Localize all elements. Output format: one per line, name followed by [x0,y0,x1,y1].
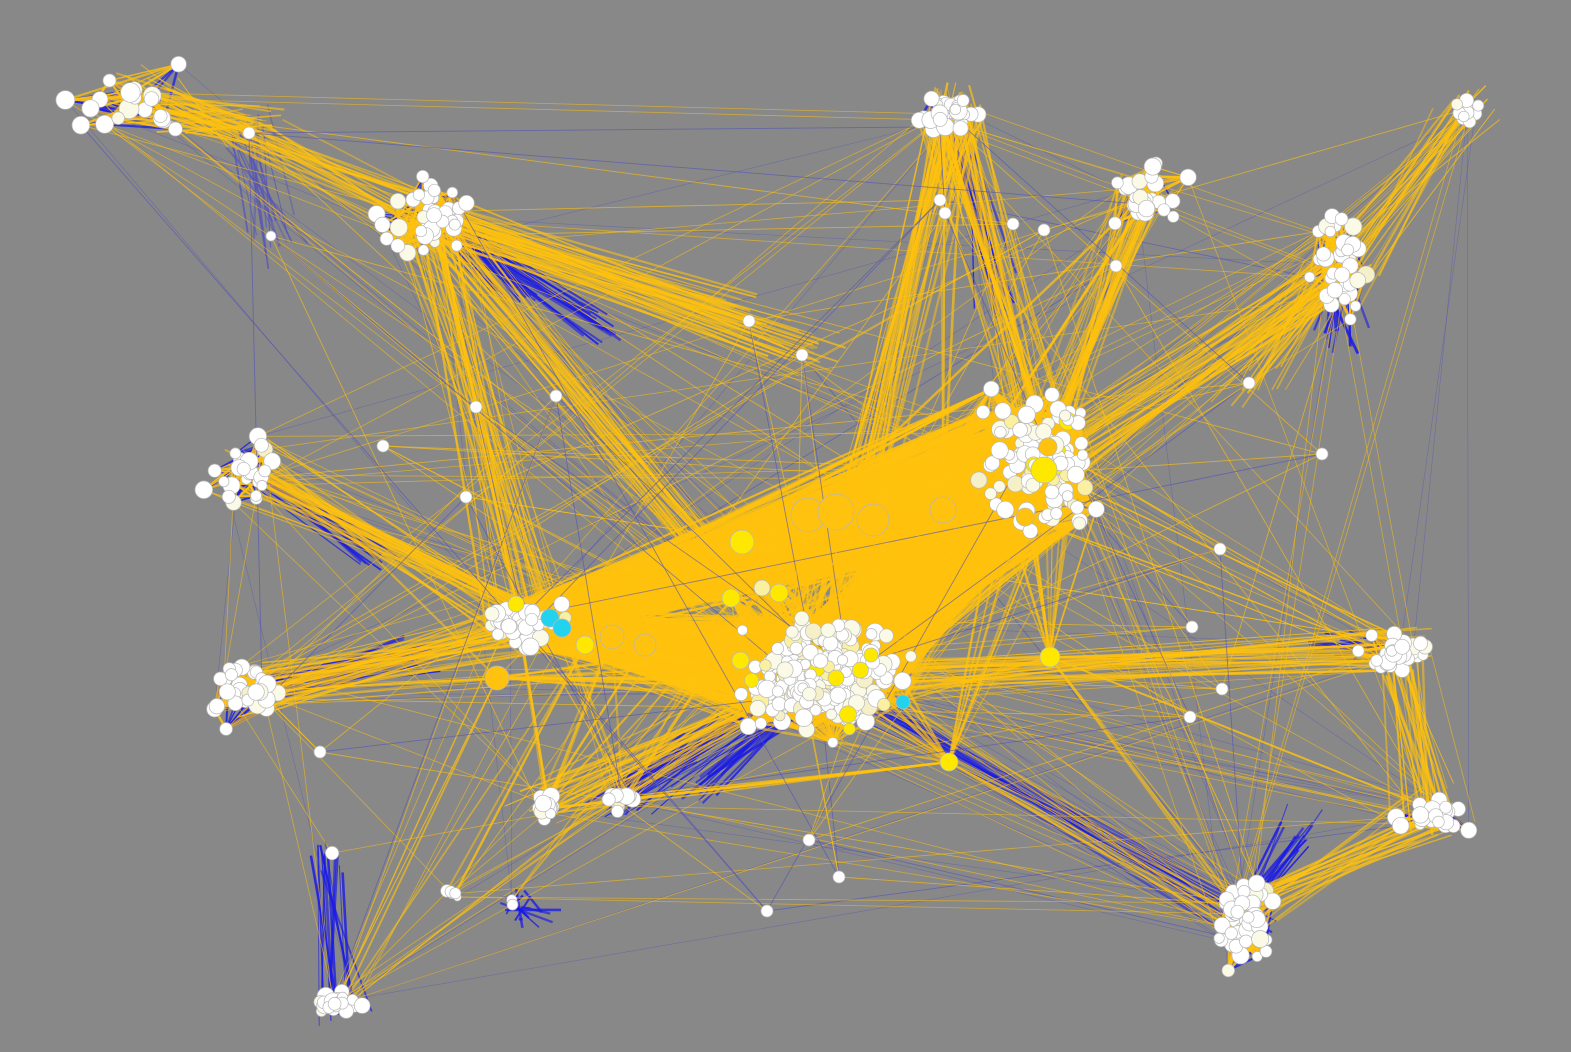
graph-edge [64,63,179,101]
graph-edge [247,151,281,247]
graph-edge [228,496,353,1000]
graph-edge [144,109,1014,225]
graph-edge [99,63,179,101]
graph-edge [520,905,551,915]
graph-edge [1413,112,1468,647]
graph-edge [266,104,296,216]
graph-edge [531,126,946,620]
graph-edge [509,626,513,900]
graph-edge [345,320,750,1012]
graph-edge [1398,113,1476,657]
graph-edge [319,751,1245,905]
graph-edge [838,876,1226,904]
graph-edge [766,825,1401,912]
graph-edge [622,799,1222,941]
graph-edge [839,670,1205,903]
graph-edge [247,265,1117,694]
graph-edge [322,855,334,996]
graph-edge [748,230,1319,322]
graph-edge [1466,110,1469,831]
graph-edge [317,844,325,1014]
graph-edge [1138,211,1229,971]
graph-edge [808,839,1247,942]
graph-edge [955,103,1001,430]
graph-edge [1235,290,1336,914]
graph-edge [812,673,1220,939]
graph-edge [336,696,824,1004]
graph-edge [319,844,357,1013]
graph-edge [523,889,543,913]
graph-edge [851,706,1232,934]
graph-edge [434,199,941,213]
graph-edge [376,213,1351,267]
graph-edge [324,841,350,999]
graph-edge [270,235,541,809]
